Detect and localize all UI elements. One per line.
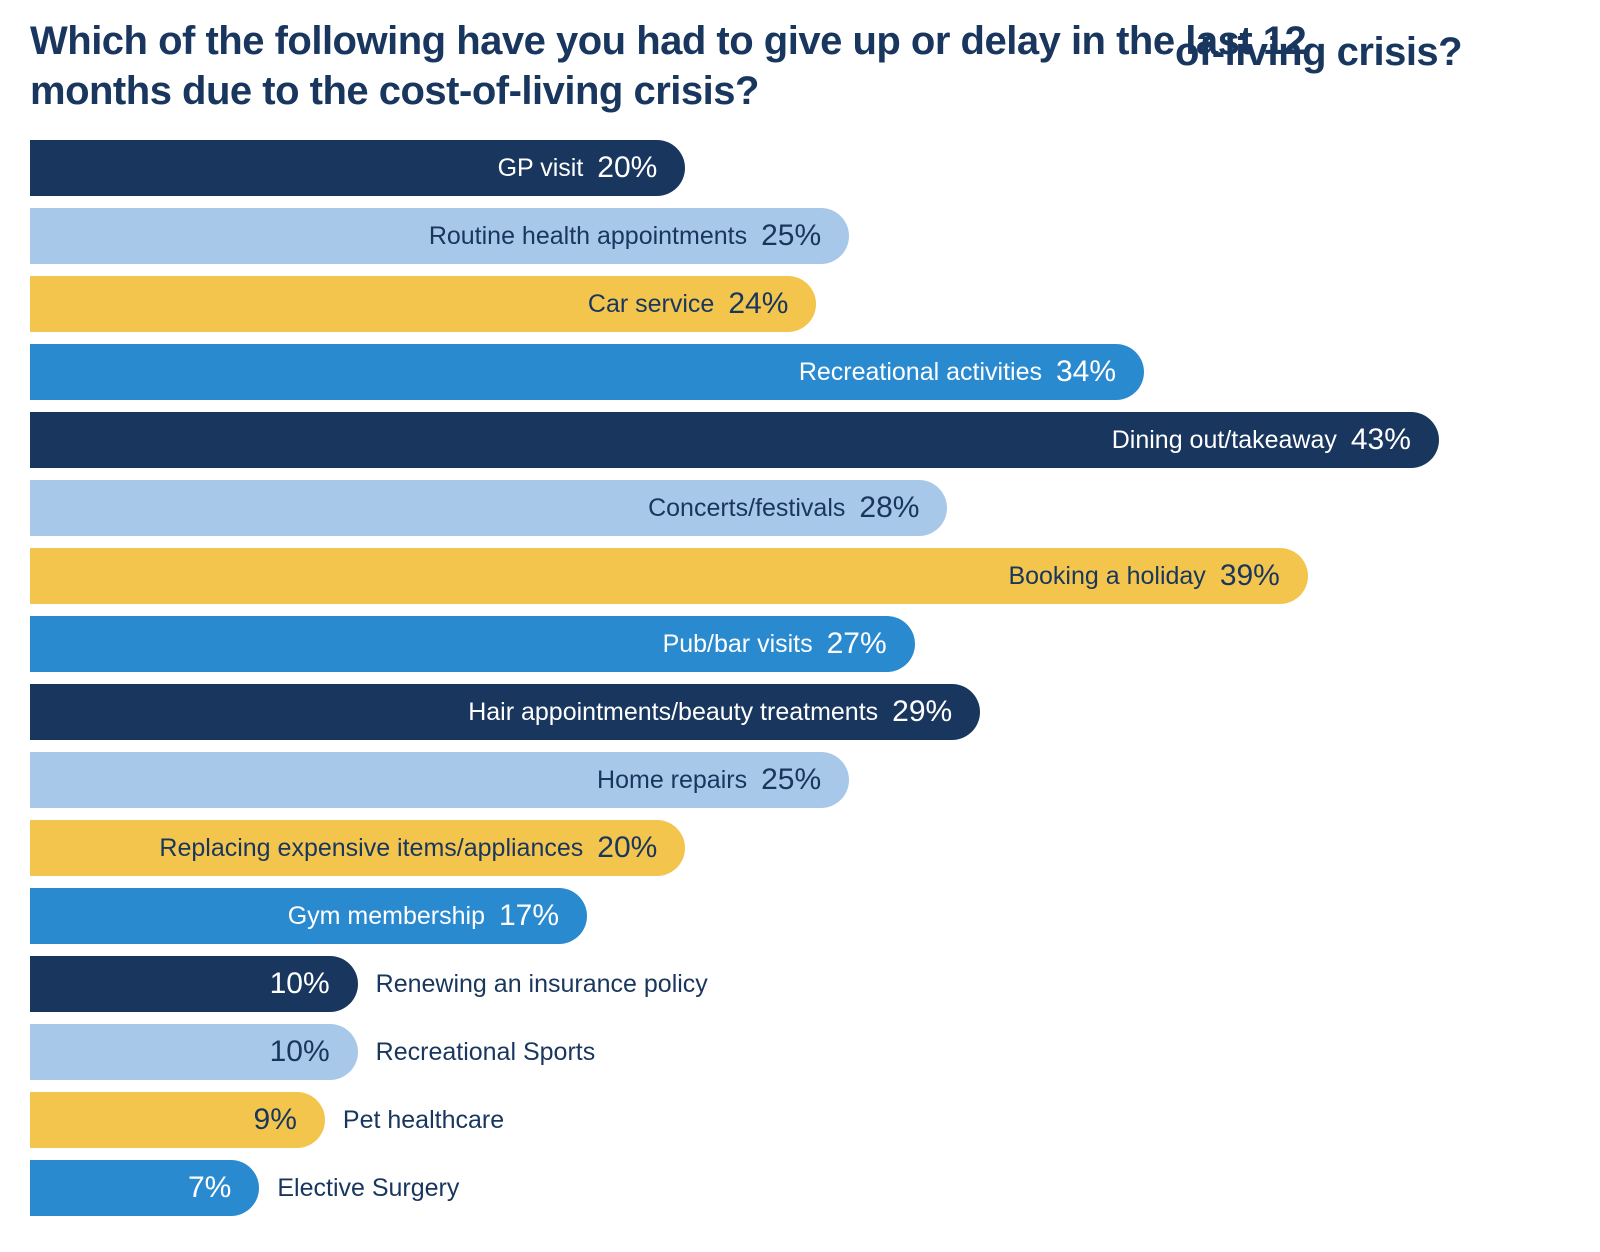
bar-row: Dining out/takeaway 43% [30, 412, 1439, 468]
bar-percent: 17% [499, 899, 559, 933]
bar-row: Pub/bar visits 27% [30, 616, 915, 672]
bar: 7% [30, 1160, 259, 1216]
bar-percent: 34% [1056, 355, 1116, 389]
bar-percent: 25% [761, 219, 821, 253]
bar-row: Recreational activities 34% [30, 344, 1144, 400]
bar-label: Recreational Sports [376, 1038, 596, 1067]
bar: GP visit 20% [30, 140, 685, 196]
bar-percent: 10% [270, 1035, 330, 1069]
bar-percent: 7% [188, 1171, 231, 1205]
bar-percent: 24% [728, 287, 788, 321]
bar-label: Replacing expensive items/appliances [159, 834, 583, 863]
bar-row: Hair appointments/beauty treatments 29% [30, 684, 980, 740]
bar-label: Car service [588, 290, 714, 319]
bar-row: Car service 24% [30, 276, 816, 332]
bar-percent: 28% [859, 491, 919, 525]
bar-label: Renewing an insurance policy [376, 970, 708, 999]
bar-row: 9% Pet healthcare [30, 1092, 504, 1148]
bar: Recreational activities 34% [30, 344, 1144, 400]
bar: 10% [30, 1024, 358, 1080]
bar-percent: 25% [761, 763, 821, 797]
bar: Gym membership 17% [30, 888, 587, 944]
bar-label: Home repairs [597, 766, 747, 795]
bar-percent: 20% [597, 151, 657, 185]
bar-label: Pet healthcare [343, 1106, 504, 1135]
bar-percent: 27% [827, 627, 887, 661]
bar-row: Concerts/festivals 28% [30, 480, 947, 536]
bar-row: Routine health appointments 25% [30, 208, 849, 264]
bar: 9% [30, 1092, 325, 1148]
bar: Concerts/festivals 28% [30, 480, 947, 536]
bar: Dining out/takeaway 43% [30, 412, 1439, 468]
bar-label: Pub/bar visits [663, 630, 813, 659]
bar-row: 7% Elective Surgery [30, 1160, 459, 1216]
bar: Replacing expensive items/appliances 20% [30, 820, 685, 876]
bar-row: Gym membership 17% [30, 888, 587, 944]
bar: Car service 24% [30, 276, 816, 332]
bar: Routine health appointments 25% [30, 208, 849, 264]
bar-percent: 39% [1220, 559, 1280, 593]
bar-percent: 43% [1351, 423, 1411, 457]
bar: Home repairs 25% [30, 752, 849, 808]
bar-label: Gym membership [288, 902, 485, 931]
bar-row: Home repairs 25% [30, 752, 849, 808]
bar: Booking a holiday 39% [30, 548, 1308, 604]
bar: Pub/bar visits 27% [30, 616, 915, 672]
bar-label: Dining out/takeaway [1112, 426, 1337, 455]
bar-label: Routine health appointments [429, 222, 747, 251]
bar-label: Booking a holiday [1008, 562, 1205, 591]
bar-percent: 29% [892, 695, 952, 729]
bar-label: Elective Surgery [277, 1174, 459, 1203]
bar: 10% [30, 956, 358, 1012]
bar-percent: 20% [597, 831, 657, 865]
bar: Hair appointments/beauty treatments 29% [30, 684, 980, 740]
bar-percent: 9% [254, 1103, 297, 1137]
bar-label: GP visit [498, 154, 584, 183]
bar-row: 10% Recreational Sports [30, 1024, 595, 1080]
bar-row: Replacing expensive items/appliances 20% [30, 820, 685, 876]
bar-percent: 10% [270, 967, 330, 1001]
bar-label: Recreational activities [799, 358, 1042, 387]
bar-row: 10% Renewing an insurance policy [30, 956, 708, 1012]
bar-label: Concerts/festivals [648, 494, 845, 523]
bar-label: Hair appointments/beauty treatments [468, 698, 878, 727]
bar-row: Booking a holiday 39% [30, 548, 1308, 604]
bar-row: GP visit 20% [30, 140, 685, 196]
chart-title: Which of the following have you had to g… [30, 16, 1410, 116]
